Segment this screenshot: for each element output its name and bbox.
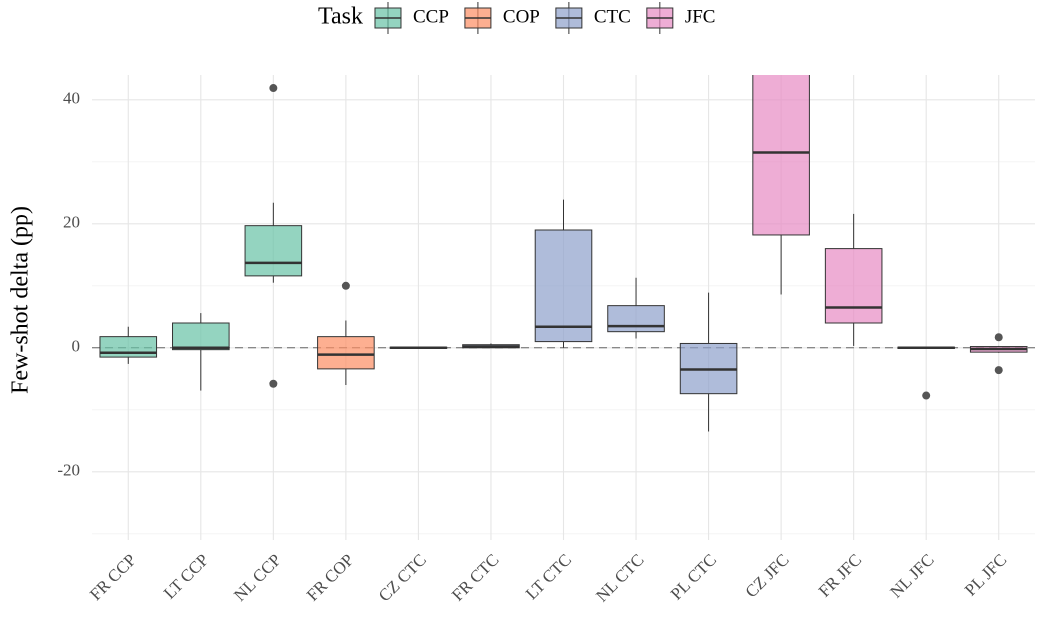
x-tick-label: FR JFC	[815, 550, 866, 601]
clipped	[92, 75, 1035, 540]
legend-label: JFC	[685, 6, 716, 27]
plot-area: -20 0 20 40 FR CCP LT CCP NL CCP FR COP CZ CTC FR…	[57, 75, 1035, 606]
box	[534, 229, 593, 343]
x-tick-label: LT CCP	[160, 550, 213, 603]
x-tick-label: FR CCP	[86, 550, 140, 604]
y-tick-label: -20	[57, 461, 80, 480]
x-tick-label: NL JFC	[886, 550, 937, 601]
box	[99, 336, 158, 358]
outlier	[269, 84, 278, 93]
y-tick-label: 40	[63, 89, 80, 108]
x-tick-label: CZ JFC	[742, 550, 793, 601]
outlier	[341, 281, 350, 290]
legend-label: COP	[503, 6, 540, 27]
x-tick-label: LT CTC	[522, 550, 575, 603]
box	[172, 322, 230, 351]
outlier	[994, 333, 1003, 342]
legend-label: CCP	[413, 6, 449, 27]
outlier	[269, 379, 278, 388]
x-tick-label: PL JFC	[961, 550, 1010, 599]
legend-label: CTC	[594, 6, 631, 27]
box	[244, 225, 303, 277]
outlier	[922, 391, 931, 400]
y-tick-label: 20	[63, 213, 80, 232]
outlier	[994, 366, 1003, 375]
x-tick-label: NL CTC	[592, 550, 647, 605]
legend: Task CCP COP CTC JFC	[318, 2, 715, 34]
box	[607, 305, 665, 333]
box	[824, 248, 883, 324]
legend-title: Task	[318, 4, 363, 30]
y-tick-label: 0	[72, 337, 81, 356]
x-tick-label: PL CTC	[667, 550, 720, 603]
box	[752, 75, 810, 236]
x-tick-label: NL CCP	[230, 550, 285, 605]
x-tick-label: FR COP	[303, 550, 358, 605]
y-axis-label: Few-shot delta (pp)	[8, 206, 34, 394]
x-tick-label: FR CTC	[448, 550, 503, 605]
box	[317, 336, 375, 370]
x-tick-label: CZ CTC	[375, 550, 430, 605]
